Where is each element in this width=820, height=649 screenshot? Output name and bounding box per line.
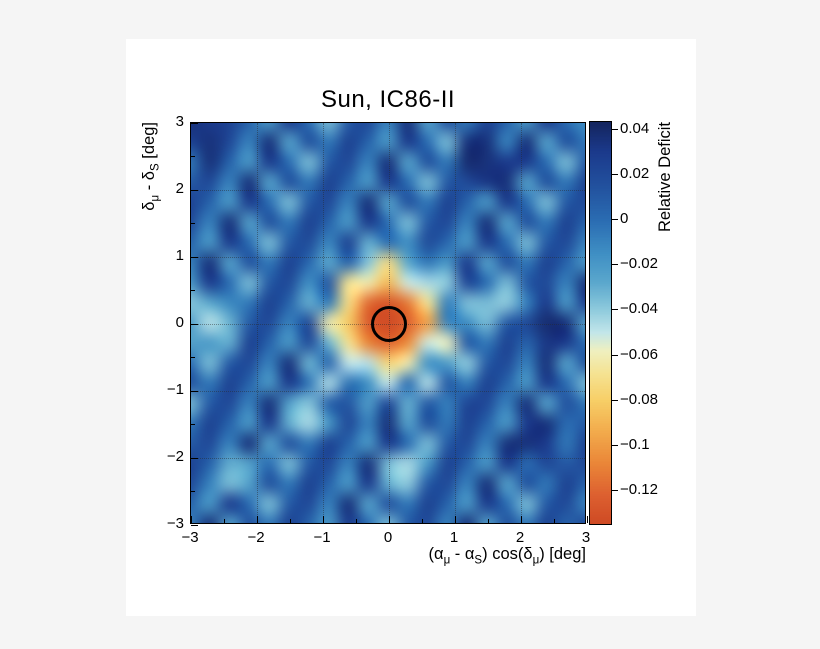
colorbar-tick-mark [612,128,618,130]
y-tick-label: −1 [166,381,184,398]
axis-title-text: δ [140,201,158,211]
colorbar [590,122,611,524]
colorbar-tick-mark [612,490,618,492]
x-tick-mark [322,516,324,523]
x-minor-tick-mark [289,519,291,523]
y-minor-tick-mark [191,424,195,425]
gridline-horizontal [191,458,585,459]
x-tick-mark [586,516,588,523]
gridline-horizontal [191,190,585,191]
y-tick-mark [191,390,198,392]
plot-frame [190,122,588,526]
axis-title-subscript: μ [149,194,162,202]
y-tick-mark [191,524,198,526]
axis-title-subscript: S [149,163,162,171]
gridline-vertical [521,123,522,523]
x-tick-label: −1 [313,529,331,546]
colorbar-tick-mark [612,219,618,221]
x-tick-mark [256,516,258,523]
colorbar-tick-mark [612,309,618,311]
y-tick-label: 1 [175,247,184,264]
axis-title-subscript: μ [443,554,451,567]
x-minor-tick-mark [421,519,423,523]
y-minor-tick-mark [191,357,195,358]
axis-title-text: ) cos(δ [482,545,533,563]
axis-title-text: - α [450,545,475,563]
colorbar-tick-label: −0.1 [620,435,650,453]
x-tick-mark [454,516,456,523]
colorbar-frame [589,121,612,525]
x-tick-label: 3 [581,529,591,546]
gridline-vertical [323,123,324,523]
colorbar-tick-label: −0.04 [620,300,658,318]
colorbar-tick-label: −0.12 [620,481,658,499]
colorbar-tick-label: 0.04 [620,119,650,137]
x-minor-tick-mark [487,519,489,523]
x-tick-label: 2 [515,529,525,546]
gridline-horizontal [191,257,585,258]
y-minor-tick-mark [191,223,195,224]
colorbar-tick-label: −0.08 [620,390,658,408]
y-tick-label: −2 [166,448,184,465]
axis-title-text: [deg] [140,122,158,164]
colorbar-tick-mark [612,264,618,266]
y-minor-tick-mark [191,491,195,492]
y-tick-mark [191,457,198,459]
gridline-horizontal [191,391,585,392]
axis-title-text: ) [deg] [539,545,586,563]
x-tick-mark [190,516,192,523]
y-tick-mark [191,122,198,124]
axis-title-text: (α [428,545,444,563]
x-tick-mark [520,516,522,523]
x-tick-mark [388,516,390,523]
y-tick-mark [191,323,198,325]
x-axis-title: (αμ - αS) cos(δμ) [deg] [190,545,586,566]
colorbar-tick-mark [612,354,618,356]
plot-title: Sun, IC86-II [320,86,456,113]
x-minor-tick-mark [223,519,225,523]
x-tick-label: 1 [449,529,459,546]
gridline-vertical [257,123,258,523]
gridline-vertical [455,123,456,523]
y-axis-title: δμ - δS [deg] [140,122,162,524]
y-tick-label: 2 [175,180,184,197]
source-circle [370,305,408,343]
axis-title-subscript: μ [532,554,540,567]
y-tick-mark [191,256,198,258]
colorbar-tick-mark [612,399,618,401]
y-minor-tick-mark [191,290,195,291]
x-tick-label: 0 [383,529,393,546]
x-tick-label: −2 [247,529,265,546]
colorbar-title: Relative Deficit [656,122,674,233]
colorbar-tick-mark [612,173,618,175]
axis-title-text: - δ [140,171,158,195]
y-tick-label: 3 [175,113,184,130]
colorbar-tick-label: 0 [620,210,629,228]
x-tick-label: −3 [181,529,199,546]
axis-title-subscript: S [474,554,483,567]
x-minor-tick-mark [553,519,555,523]
colorbar-tick-mark [612,444,618,446]
colorbar-tick-label: 0.02 [620,164,650,182]
y-tick-label: −3 [166,515,184,532]
y-tick-label: 0 [175,314,184,331]
colorbar-tick-label: −0.06 [620,345,658,363]
y-tick-mark [191,189,198,191]
y-minor-tick-mark [191,156,195,157]
x-minor-tick-mark [355,519,357,523]
colorbar-tick-label: −0.02 [620,255,658,273]
